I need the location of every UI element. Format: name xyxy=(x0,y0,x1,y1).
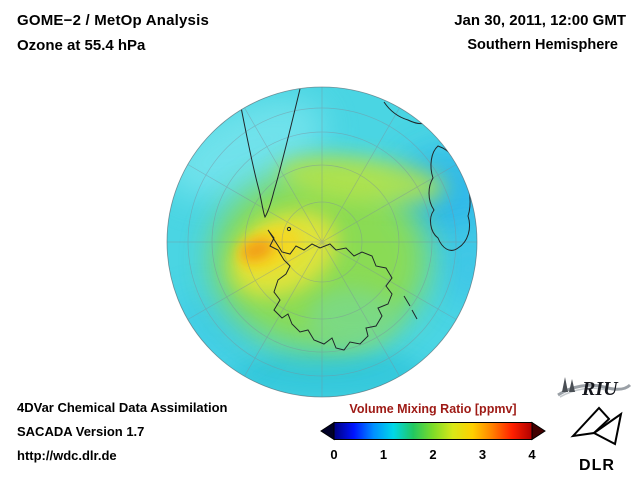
colorbar-right-arrow xyxy=(531,421,546,441)
colorbar-tick: 0 xyxy=(330,447,338,462)
falkland-islands-outline xyxy=(286,226,292,232)
colorbar: Volume Mixing Ratio [ppmv] 0 1 2 3 4 xyxy=(320,402,546,463)
riu-logo: RIU xyxy=(556,372,632,407)
header-left: GOME−2 / MetOp Analysis Ozone at 55.4 hP… xyxy=(17,12,209,54)
riu-text: RIU xyxy=(581,378,619,400)
plot-hemisphere: Southern Hemisphere xyxy=(467,37,618,53)
colorbar-tick: 2 xyxy=(429,447,437,462)
plot-title: GOME−2 / MetOp Analysis xyxy=(17,12,210,29)
cologne-cathedral-icon xyxy=(569,379,575,392)
credits: 4DVar Chemical Data Assimilation SACADA … xyxy=(17,400,228,472)
cologne-cathedral-icon xyxy=(562,377,568,392)
graticule xyxy=(167,87,477,397)
dlr-text: DLR xyxy=(579,457,615,474)
credit-url: http://wdc.dlr.de xyxy=(17,448,117,463)
credit-line-1: 4DVar Chemical Data Assimilation xyxy=(17,400,228,415)
colorbar-tick: 4 xyxy=(528,447,536,462)
south-america-outline xyxy=(239,88,301,219)
colorbar-ticks: 0 1 2 3 4 xyxy=(320,447,546,463)
riu-logo-icon: RIU xyxy=(557,377,632,400)
dlr-logo: DLR xyxy=(566,402,628,475)
globe-rim xyxy=(166,86,478,398)
colorbar-left-arrow xyxy=(320,421,335,441)
credit-line-2: SACADA Version 1.7 xyxy=(17,424,145,439)
riu-swoosh2-icon xyxy=(559,387,607,398)
antarctica-outline xyxy=(267,229,393,351)
colorbar-title: Volume Mixing Ratio [ppmv] xyxy=(349,402,517,416)
ozone-blob xyxy=(442,230,477,306)
header-right: Jan 30, 2011, 12:00 GMT Southern Hemisph… xyxy=(454,12,626,53)
ozone-blob xyxy=(308,288,396,348)
colorbar-tick: 3 xyxy=(478,447,487,462)
new-zealand-outline xyxy=(403,295,418,320)
ozone-field xyxy=(167,87,477,397)
colorbar-bar xyxy=(320,421,546,441)
colorbar-tick: 1 xyxy=(379,447,388,462)
colorbar-gradient xyxy=(333,422,533,440)
plot-date: Jan 30, 2011, 12:00 GMT xyxy=(454,12,626,29)
dlr-bird-icon xyxy=(570,406,623,446)
plot-subtitle: Ozone at 55.4 hPa xyxy=(17,37,146,54)
ozone-peak xyxy=(240,238,274,262)
